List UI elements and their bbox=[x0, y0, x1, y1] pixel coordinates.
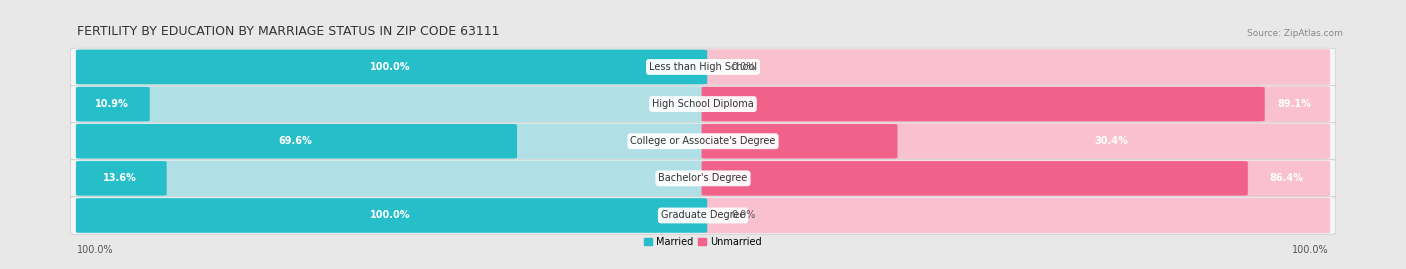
FancyBboxPatch shape bbox=[76, 87, 150, 121]
FancyBboxPatch shape bbox=[702, 161, 1330, 196]
Text: 0.0%: 0.0% bbox=[731, 210, 755, 221]
FancyBboxPatch shape bbox=[702, 198, 1330, 233]
FancyBboxPatch shape bbox=[702, 161, 1247, 196]
FancyBboxPatch shape bbox=[702, 49, 1330, 85]
Text: 100.0%: 100.0% bbox=[370, 62, 411, 72]
Text: 100.0%: 100.0% bbox=[370, 210, 411, 221]
FancyBboxPatch shape bbox=[70, 197, 1336, 234]
Text: Source: ZipAtlas.com: Source: ZipAtlas.com bbox=[1247, 29, 1343, 38]
FancyBboxPatch shape bbox=[70, 160, 1336, 197]
FancyBboxPatch shape bbox=[76, 161, 704, 196]
Text: Graduate Degree: Graduate Degree bbox=[661, 210, 745, 221]
Legend: Married, Unmarried: Married, Unmarried bbox=[641, 233, 765, 251]
Text: 89.1%: 89.1% bbox=[1278, 99, 1312, 109]
Text: 100.0%: 100.0% bbox=[1292, 245, 1329, 255]
Text: 0.0%: 0.0% bbox=[731, 62, 755, 72]
FancyBboxPatch shape bbox=[76, 198, 704, 233]
Text: Bachelor's Degree: Bachelor's Degree bbox=[658, 173, 748, 183]
FancyBboxPatch shape bbox=[702, 124, 897, 158]
FancyBboxPatch shape bbox=[76, 50, 707, 84]
FancyBboxPatch shape bbox=[76, 86, 704, 122]
FancyBboxPatch shape bbox=[76, 161, 167, 196]
FancyBboxPatch shape bbox=[702, 123, 1330, 159]
FancyBboxPatch shape bbox=[70, 85, 1336, 123]
Text: 69.6%: 69.6% bbox=[278, 136, 312, 146]
FancyBboxPatch shape bbox=[76, 123, 704, 159]
Text: 10.9%: 10.9% bbox=[94, 99, 128, 109]
FancyBboxPatch shape bbox=[76, 198, 707, 233]
FancyBboxPatch shape bbox=[70, 122, 1336, 160]
FancyBboxPatch shape bbox=[70, 48, 1336, 86]
FancyBboxPatch shape bbox=[76, 49, 704, 85]
Text: High School Diploma: High School Diploma bbox=[652, 99, 754, 109]
FancyBboxPatch shape bbox=[702, 86, 1330, 122]
Text: Less than High School: Less than High School bbox=[650, 62, 756, 72]
Text: 86.4%: 86.4% bbox=[1270, 173, 1303, 183]
Text: College or Associate's Degree: College or Associate's Degree bbox=[630, 136, 776, 146]
FancyBboxPatch shape bbox=[76, 124, 517, 158]
FancyBboxPatch shape bbox=[702, 87, 1264, 121]
Text: 13.6%: 13.6% bbox=[103, 173, 136, 183]
Text: 100.0%: 100.0% bbox=[77, 245, 114, 255]
Text: 30.4%: 30.4% bbox=[1094, 136, 1128, 146]
Text: FERTILITY BY EDUCATION BY MARRIAGE STATUS IN ZIP CODE 63111: FERTILITY BY EDUCATION BY MARRIAGE STATU… bbox=[77, 25, 499, 38]
